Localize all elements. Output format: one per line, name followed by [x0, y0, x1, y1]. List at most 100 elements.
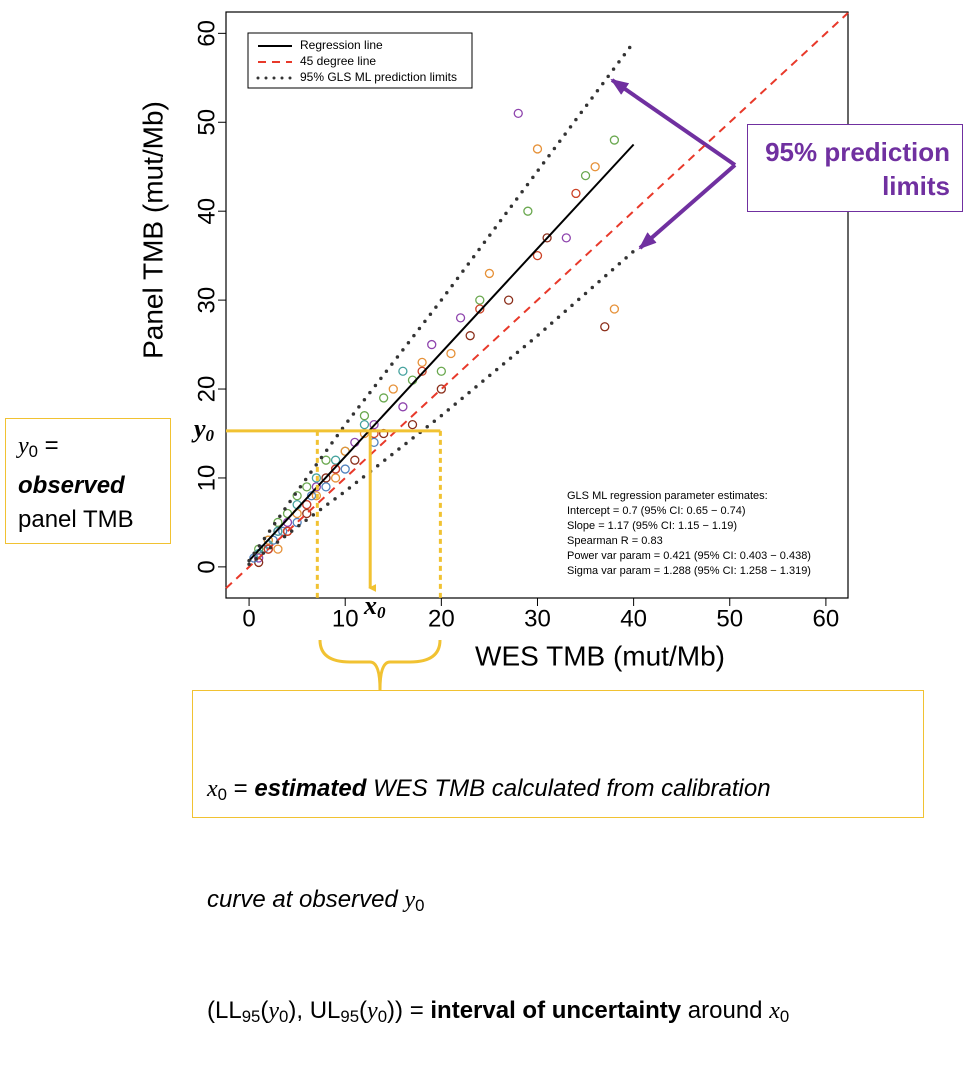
x-tick-label: 60 [813, 605, 840, 632]
line [247, 40, 636, 563]
subscript: 0 [217, 785, 227, 805]
math: y [268, 998, 280, 1025]
x-tick-label: 20 [428, 605, 455, 632]
y0-label: y0 [191, 414, 215, 445]
point [302, 482, 312, 492]
point [542, 233, 552, 243]
y-tick-label: 60 [193, 20, 220, 47]
stats-line: Sigma var param = 1.288 (95% CI: 1.258 −… [567, 565, 811, 577]
line [248, 143, 635, 562]
point [484, 268, 495, 279]
limits-note: 95% prediction limits [747, 124, 963, 212]
y0-note: y0 = observed panel TMB [5, 418, 171, 544]
math: x [363, 591, 377, 620]
y-tick-label: 10 [193, 465, 220, 492]
page: Panel TMB (mut/Mb) WES TMB (mut/Mb) 0 10 2… [5, 11, 963, 1027]
math: y [18, 433, 29, 459]
text: ( [260, 997, 269, 1025]
point [273, 544, 283, 554]
text: = [227, 775, 255, 802]
arrow [638, 163, 737, 250]
point [330, 473, 341, 483]
y-tick-label: 40 [193, 198, 220, 225]
chart: Panel TMB (mut/Mb) WES TMB (mut/Mb) 0 10 2… [137, 11, 849, 691]
x0-label: x0 [363, 591, 386, 622]
text: ( [359, 997, 368, 1025]
point [532, 144, 543, 154]
y-tick-label: 50 [193, 109, 220, 136]
text: estimated [254, 775, 367, 802]
line [225, 12, 849, 589]
point [571, 188, 581, 199]
subscript: 0 [377, 1007, 388, 1027]
point [561, 233, 571, 243]
point [455, 313, 466, 323]
point [292, 491, 302, 501]
note-line: limits [882, 171, 950, 201]
y-axis-title: Panel TMB (mut/Mb) [137, 101, 168, 359]
text: WES TMB calculated from calibration [366, 775, 771, 802]
point [532, 250, 543, 261]
subscript: 0 [279, 1007, 289, 1027]
text: )) = [387, 997, 431, 1025]
point [379, 393, 389, 403]
subscript: 0 [377, 603, 386, 622]
math: y [367, 998, 378, 1025]
brace [318, 639, 442, 691]
point [302, 499, 312, 510]
text: (LL [207, 997, 242, 1025]
subscript: 0 [28, 442, 38, 462]
point [590, 162, 600, 172]
math: y [191, 414, 206, 443]
point [580, 170, 591, 181]
point [475, 295, 485, 305]
point [465, 331, 475, 341]
text: = [38, 432, 59, 459]
subscript: 0 [206, 426, 215, 445]
stats-line: Power var param = 0.421 (95% CI: 0.403 −… [567, 550, 811, 562]
point [600, 322, 610, 332]
point [398, 366, 408, 376]
point [321, 455, 331, 465]
point [330, 464, 341, 474]
legend-label: 45 degree line [300, 54, 376, 68]
y-tick-label: 20 [193, 376, 220, 403]
point [609, 304, 620, 314]
x-tick-label: 30 [524, 605, 551, 632]
subscript: 95 [241, 1007, 261, 1027]
subscript: 0 [779, 1007, 790, 1027]
point [417, 366, 427, 376]
stats-line: GLS ML regression parameter estimates: [567, 490, 768, 502]
point [475, 304, 485, 314]
point [292, 517, 302, 528]
point [417, 357, 427, 368]
point [359, 419, 370, 430]
point [311, 473, 322, 483]
text: panel TMB [18, 506, 134, 534]
point [359, 411, 370, 421]
point [388, 384, 398, 394]
legend-label: 95% GLS ML prediction limits [300, 70, 457, 84]
point [321, 482, 331, 492]
y-tick-label: 0 [193, 560, 220, 573]
x-tick-label: 50 [716, 605, 743, 632]
text: observed [18, 472, 125, 500]
stats-line: Slope = 1.17 (95% CI: 1.15 − 1.19) [567, 520, 737, 532]
y-tick-label: 30 [193, 287, 220, 314]
point [407, 419, 418, 430]
point [340, 464, 350, 474]
point [330, 455, 341, 465]
point [302, 508, 312, 519]
math: y [404, 887, 416, 914]
x-tick-label: 10 [332, 605, 359, 632]
text: around [681, 997, 770, 1025]
math: x [207, 776, 218, 802]
point [503, 295, 514, 305]
text: ), UL [288, 997, 341, 1025]
subscript: 0 [415, 896, 425, 916]
point [311, 482, 322, 492]
point [609, 135, 620, 145]
text: interval of uncertainty [430, 997, 682, 1025]
legend-label: Regression line [300, 38, 383, 52]
x-tick-label: 40 [620, 605, 647, 632]
